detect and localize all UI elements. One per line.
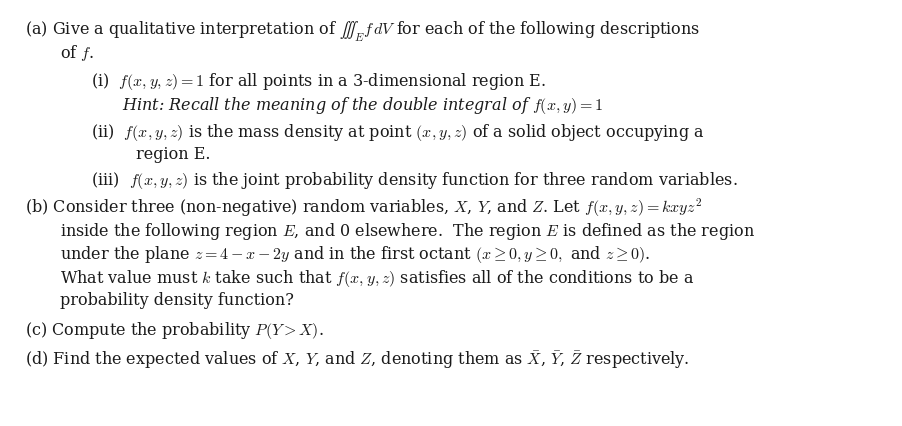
Text: (d) Find the expected values of $X$, $Y$, and $Z$, denoting them as $\bar{X}$, $: (d) Find the expected values of $X$, $Y$… <box>25 348 689 370</box>
Text: region E.: region E. <box>135 146 210 163</box>
Text: (a) Give a qualitative interpretation of $\iiint_E f\,dV$ for each of the follow: (a) Give a qualitative interpretation of… <box>25 19 699 43</box>
Text: probability density function?: probability density function? <box>60 291 294 308</box>
Text: (c) Compute the probability $P(Y > X)$.: (c) Compute the probability $P(Y > X)$. <box>25 320 323 340</box>
Text: (ii)  $f(x, y, z)$ is the mass density at point $(x, y, z)$ of a solid object oc: (ii) $f(x, y, z)$ is the mass density at… <box>91 122 704 143</box>
Text: (i)  $f(x, y, z) = 1$ for all points in a 3-dimensional region E.: (i) $f(x, y, z) = 1$ for all points in a… <box>91 71 546 92</box>
Text: under the plane $z = 4 - x - 2y$ and in the first octant $(x \geq 0, y \geq 0,$ : under the plane $z = 4 - x - 2y$ and in … <box>60 244 650 265</box>
Text: (b) Consider three (non-negative) random variables, $X$, $Y$, and $Z$. Let $f(x,: (b) Consider three (non-negative) random… <box>25 196 702 219</box>
Text: Hint: Recall the meaning of the double integral of $f(x, y) = 1$: Hint: Recall the meaning of the double i… <box>122 95 603 116</box>
Text: inside the following region $E$, and 0 elsewhere.  The region $E$ is defined as : inside the following region $E$, and 0 e… <box>60 220 755 241</box>
Text: What value must $k$ take such that $f(x, y, z)$ satisfies all of the conditions : What value must $k$ take such that $f(x,… <box>60 268 694 289</box>
Text: (iii)  $f(x, y, z)$ is the joint probability density function for three random v: (iii) $f(x, y, z)$ is the joint probabil… <box>91 170 737 190</box>
Text: of $f$.: of $f$. <box>60 43 95 63</box>
